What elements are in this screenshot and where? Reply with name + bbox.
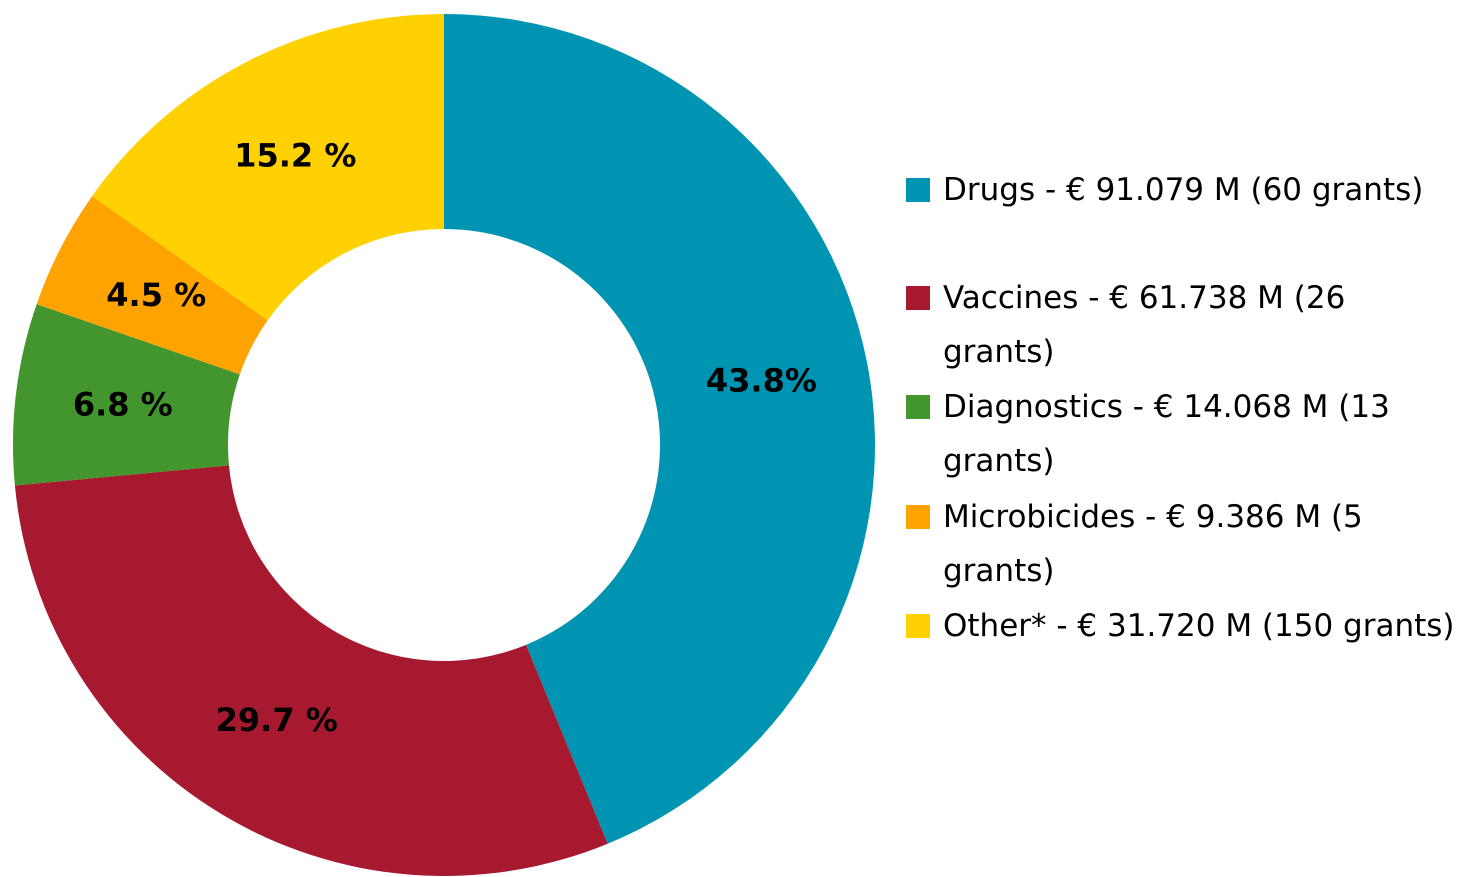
slice — [444, 14, 875, 844]
legend-label: Vaccines - € 61.738 M (26 grants) — [943, 280, 1346, 370]
legend-swatch — [906, 614, 930, 638]
legend-swatch — [906, 505, 930, 529]
legend-swatch — [906, 286, 930, 310]
slice — [92, 14, 445, 321]
legend-label: Diagnostics - € 14.068 M (13 grants) — [943, 389, 1390, 479]
value-label: 4.5 % — [106, 276, 206, 314]
legend-item: Microbicides - € 9.386 M (5 grants) — [906, 490, 1466, 598]
legend-item: Vaccines - € 61.738 M (26 grants) — [906, 271, 1466, 379]
value-label: 6.8 % — [73, 385, 173, 423]
slice — [36, 196, 268, 375]
legend-label: Drugs - € 91.079 M (60 grants) — [943, 172, 1424, 208]
value-label: 43.8% — [706, 361, 817, 399]
legend-label: Other* - € 31.720 M (150 grants) — [943, 608, 1455, 644]
slice — [13, 304, 240, 486]
legend-item: Diagnostics - € 14.068 M (13 grants) — [906, 380, 1466, 488]
chart: 43.8% 29.7 % 6.8 % 4.5 % 15.2 % — [13, 14, 875, 876]
value-label: 15.2 % — [234, 137, 356, 175]
legend-item: Other* - € 31.720 M (150 grants) — [906, 599, 1466, 653]
value-label: 29.7 % — [216, 701, 338, 739]
legend-swatch — [906, 178, 930, 202]
legend-item: Drugs - € 91.079 M (60 grants) — [906, 163, 1466, 217]
legend-swatch — [906, 395, 930, 419]
slice — [14, 465, 608, 876]
legend-label: Microbicides - € 9.386 M (5 grants) — [943, 499, 1363, 589]
